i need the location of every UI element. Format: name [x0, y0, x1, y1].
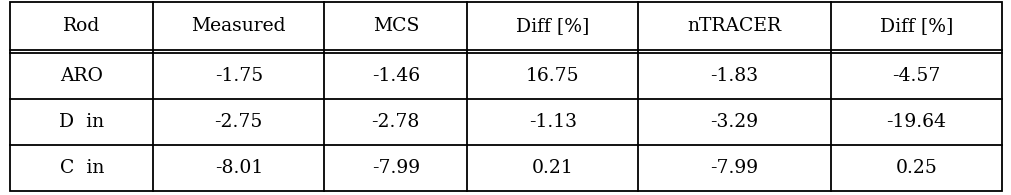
Text: C  in: C in	[60, 159, 104, 177]
Text: -4.57: -4.57	[892, 67, 940, 85]
Text: -7.99: -7.99	[710, 159, 758, 177]
Text: MCS: MCS	[372, 17, 419, 35]
Text: ARO: ARO	[61, 67, 103, 85]
Text: -2.75: -2.75	[214, 113, 263, 131]
Text: -19.64: -19.64	[886, 113, 945, 131]
Text: -7.99: -7.99	[371, 159, 420, 177]
Text: -3.29: -3.29	[710, 113, 758, 131]
Text: Diff [%]: Diff [%]	[879, 17, 952, 35]
Text: -8.01: -8.01	[214, 159, 263, 177]
Text: nTRACER: nTRACER	[686, 17, 780, 35]
Text: 16.75: 16.75	[526, 67, 579, 85]
Text: -2.78: -2.78	[371, 113, 420, 131]
Text: -1.83: -1.83	[710, 67, 758, 85]
Text: -1.46: -1.46	[371, 67, 420, 85]
Text: Diff [%]: Diff [%]	[516, 17, 589, 35]
Text: 0.21: 0.21	[532, 159, 573, 177]
Text: -1.75: -1.75	[214, 67, 263, 85]
Text: Rod: Rod	[63, 17, 100, 35]
Text: D  in: D in	[59, 113, 104, 131]
Text: 0.25: 0.25	[895, 159, 936, 177]
Text: Measured: Measured	[191, 17, 286, 35]
Text: -1.13: -1.13	[529, 113, 576, 131]
